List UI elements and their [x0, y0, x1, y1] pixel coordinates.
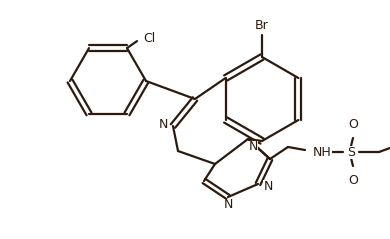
- Text: Cl: Cl: [143, 32, 155, 45]
- Text: N: N: [248, 141, 258, 153]
- Text: N: N: [263, 179, 273, 192]
- Text: O: O: [348, 174, 358, 186]
- Text: S: S: [347, 146, 355, 158]
- Text: N: N: [158, 118, 168, 130]
- Text: N: N: [223, 199, 233, 212]
- Text: NH: NH: [313, 146, 332, 158]
- Text: Br: Br: [255, 18, 269, 32]
- Text: O: O: [348, 118, 358, 130]
